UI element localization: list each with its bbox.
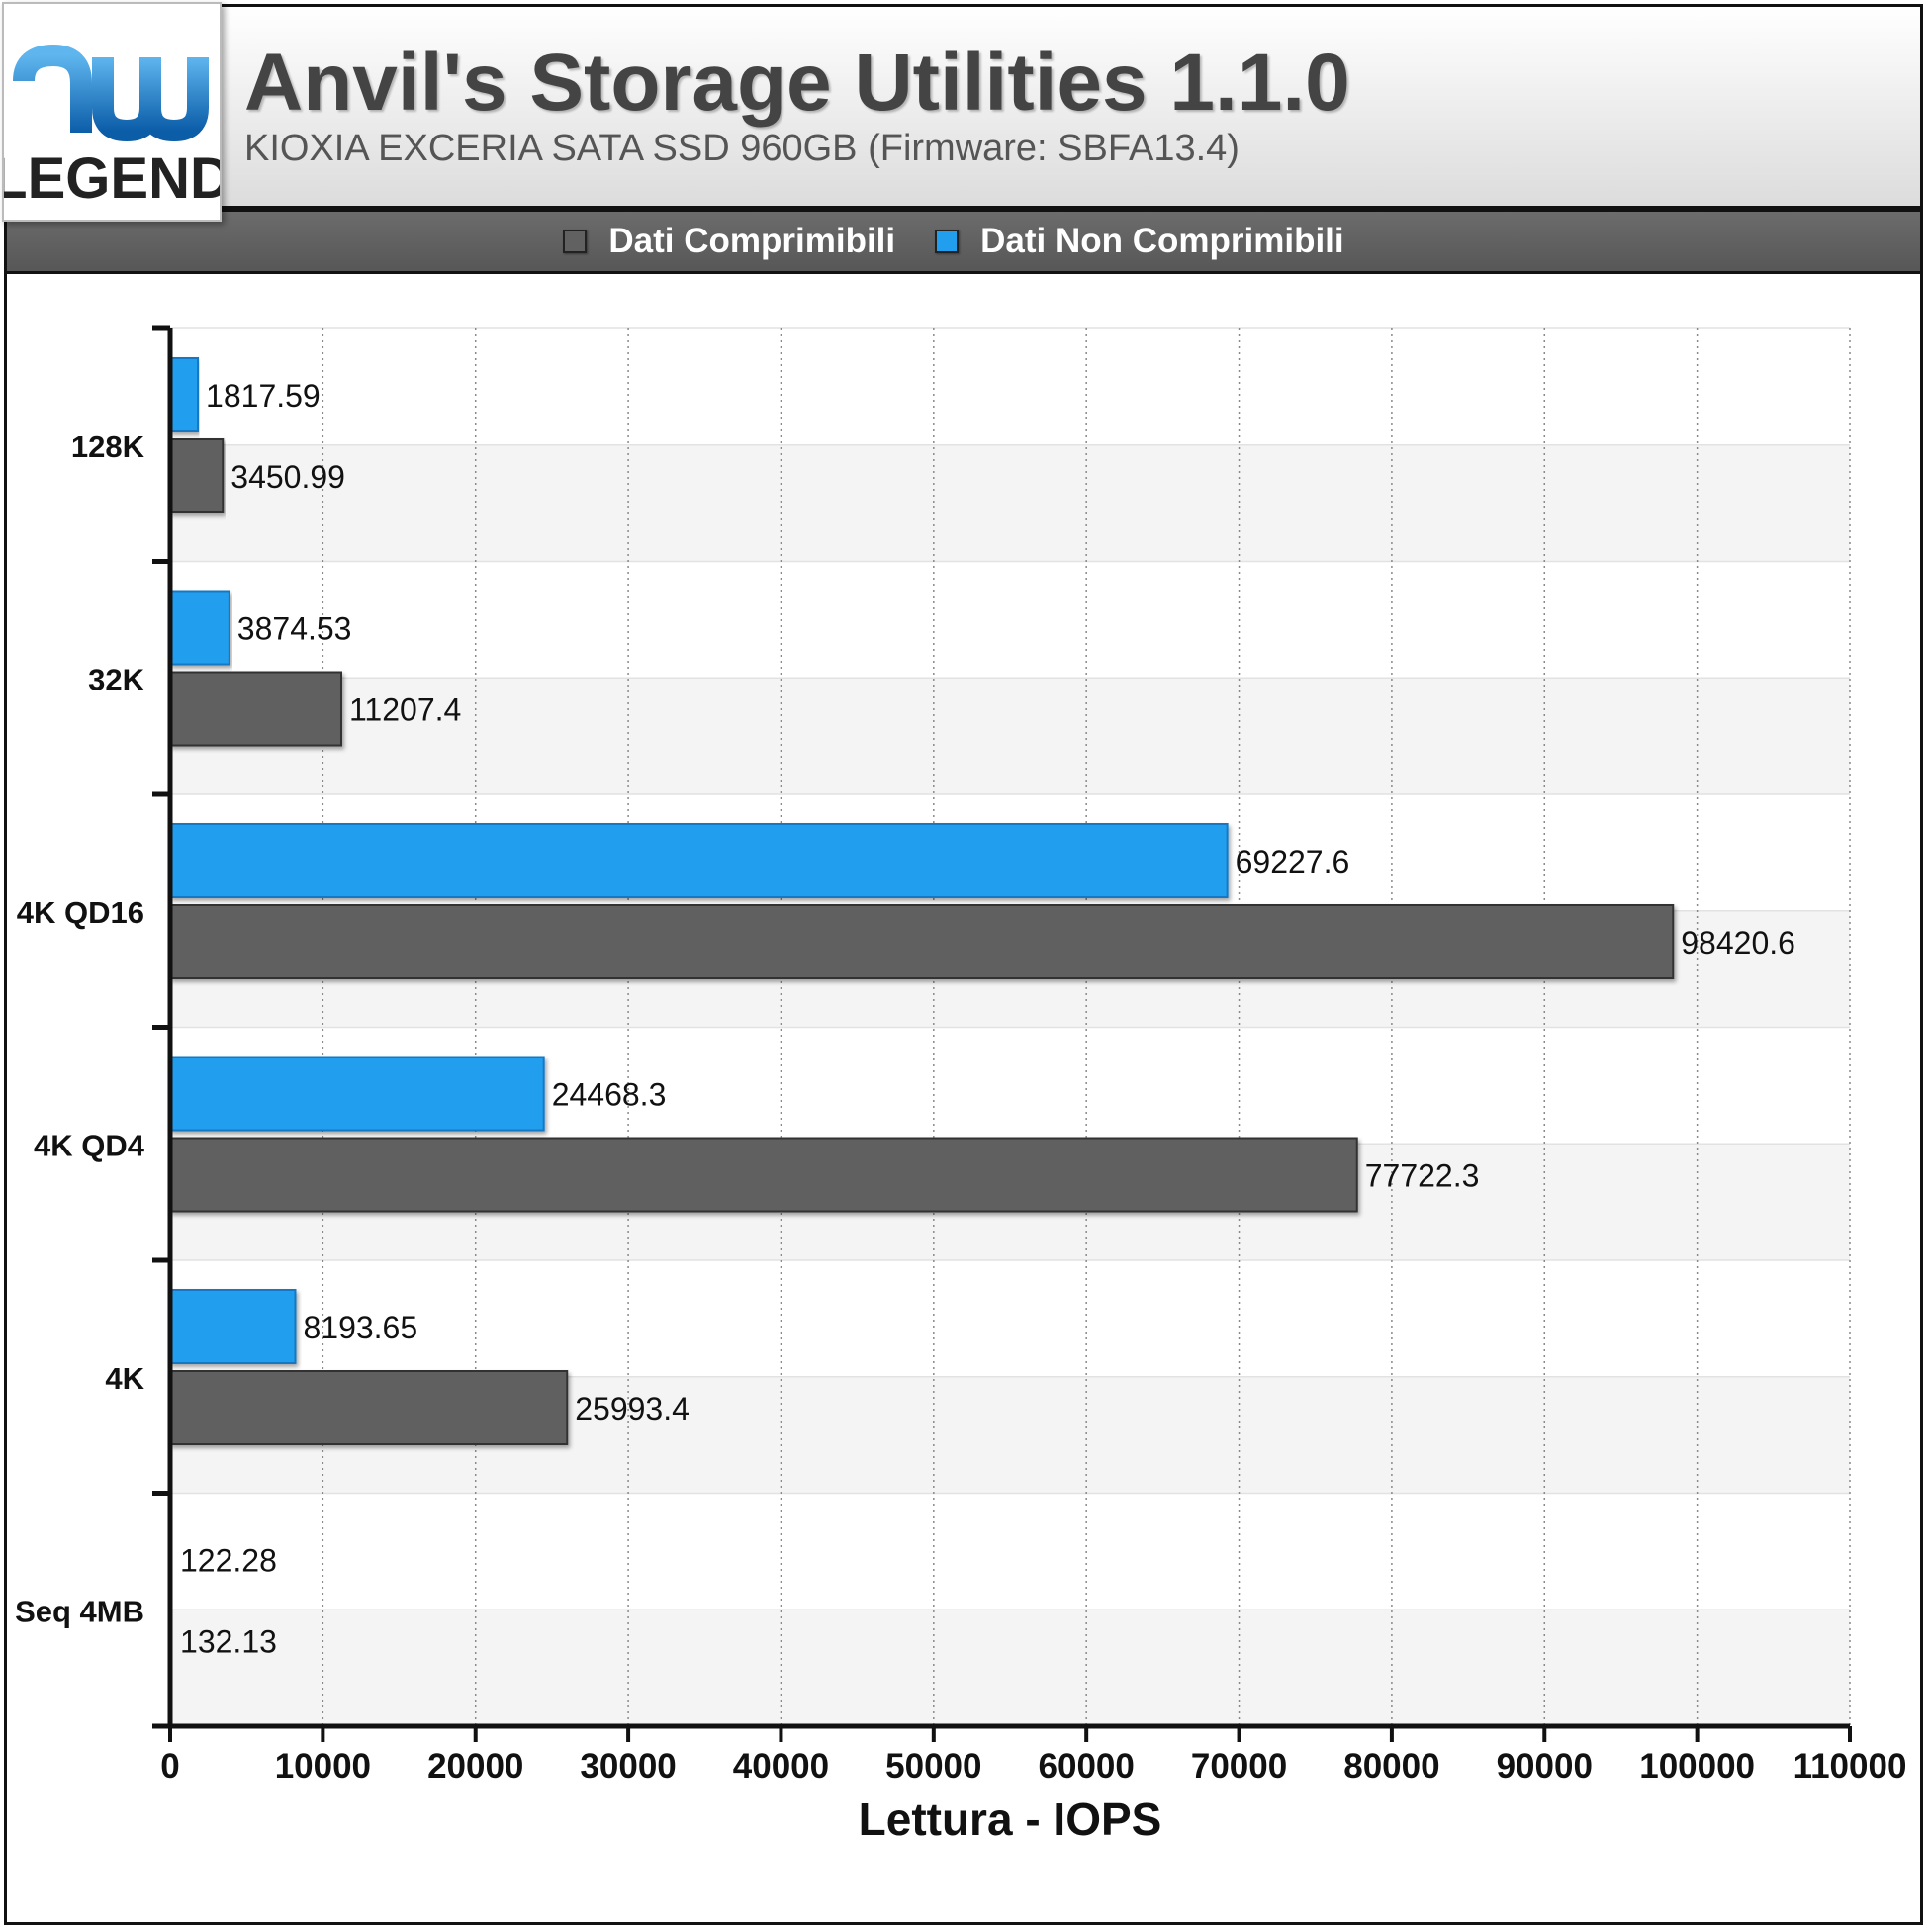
y-tick-label: 4K QD4	[34, 1128, 145, 1162]
plot-stripe	[170, 561, 1850, 679]
bar-incompressible	[169, 590, 230, 666]
x-tick-label: 90000	[1497, 1747, 1593, 1786]
bar-compressible	[169, 438, 225, 513]
x-tick-label: 30000	[580, 1747, 676, 1786]
x-tick-label: 70000	[1191, 1747, 1287, 1786]
y-tick-label: 32K	[88, 662, 144, 696]
y-tick-label: 4K	[105, 1361, 144, 1396]
bar-value-label: 3874.53	[237, 611, 352, 647]
bar-compressible	[169, 1370, 569, 1445]
chart-subtitle: KIOXIA EXCERIA SATA SSD 960GB (Firmware:…	[244, 128, 1240, 169]
x-tick-label: 40000	[733, 1747, 829, 1786]
bar-value-label: 132.13	[180, 1624, 277, 1660]
legend-label-compressible: Dati Comprimibili	[608, 222, 896, 260]
bar-value-label: 122.28	[180, 1543, 277, 1579]
chart-title: Anvil's Storage Utilities 1.1.0	[244, 38, 1350, 128]
hwlegend-logo: LEGEND	[2, 2, 222, 222]
bar-incompressible	[169, 357, 200, 432]
bar-value-label: 24468.3	[552, 1077, 667, 1113]
plot-stripe	[170, 1610, 1850, 1726]
bar-compressible	[169, 671, 343, 747]
bar-value-label: 69227.6	[1236, 844, 1350, 879]
y-tick-label: 4K QD16	[17, 895, 144, 930]
bar-incompressible	[169, 1289, 297, 1364]
plot-stripe	[170, 1260, 1850, 1377]
x-tick-label: 80000	[1343, 1747, 1439, 1786]
logo-text: LEGEND	[4, 146, 220, 211]
x-tick-label: 10000	[275, 1747, 371, 1786]
legend-item-compressible: Dati Comprimibili	[563, 222, 915, 261]
y-tick-label: 128K	[71, 429, 145, 464]
x-tick-label: 50000	[885, 1747, 981, 1786]
chart-header: Anvil's Storage Utilities 1.1.0 KIOXIA E…	[4, 4, 1923, 209]
plot-stripe	[170, 678, 1850, 794]
bar-value-label: 11207.4	[349, 692, 461, 728]
y-tick-label: Seq 4MB	[15, 1594, 144, 1628]
legend-label-incompressible: Dati Non Comprimibili	[980, 222, 1344, 260]
legend: Dati Comprimibili Dati Non Comprimibili	[4, 209, 1923, 274]
plot-stripe	[170, 328, 1850, 445]
logo-mark: LEGEND	[4, 22, 220, 211]
x-tick-label: 100000	[1639, 1747, 1755, 1786]
bar-value-label: 77722.3	[1365, 1158, 1480, 1194]
x-tick-label: 20000	[427, 1747, 523, 1786]
legend-item-incompressible: Dati Non Comprimibili	[935, 222, 1364, 261]
bar-compressible	[169, 904, 1675, 979]
legend-swatch-incompressible	[935, 230, 960, 253]
plot-stripe	[170, 1493, 1850, 1610]
bar-value-label: 3450.99	[230, 459, 345, 495]
x-tick-label: 0	[160, 1747, 179, 1786]
bar-value-label: 8193.65	[303, 1310, 417, 1345]
bar-incompressible	[169, 823, 1229, 898]
bar-value-label: 25993.4	[575, 1391, 690, 1426]
x-axis-label: Lettura - IOPS	[859, 1794, 1162, 1845]
plot-stripe	[170, 444, 1850, 562]
bar-value-label: 1817.59	[206, 378, 321, 414]
bar-compressible	[169, 1137, 1358, 1213]
bar-value-label: 98420.6	[1681, 925, 1795, 961]
legend-swatch-compressible	[563, 230, 588, 253]
x-tick-label: 60000	[1039, 1747, 1135, 1786]
x-tick-label: 110000	[1793, 1747, 1907, 1786]
bar-incompressible	[169, 1056, 545, 1132]
